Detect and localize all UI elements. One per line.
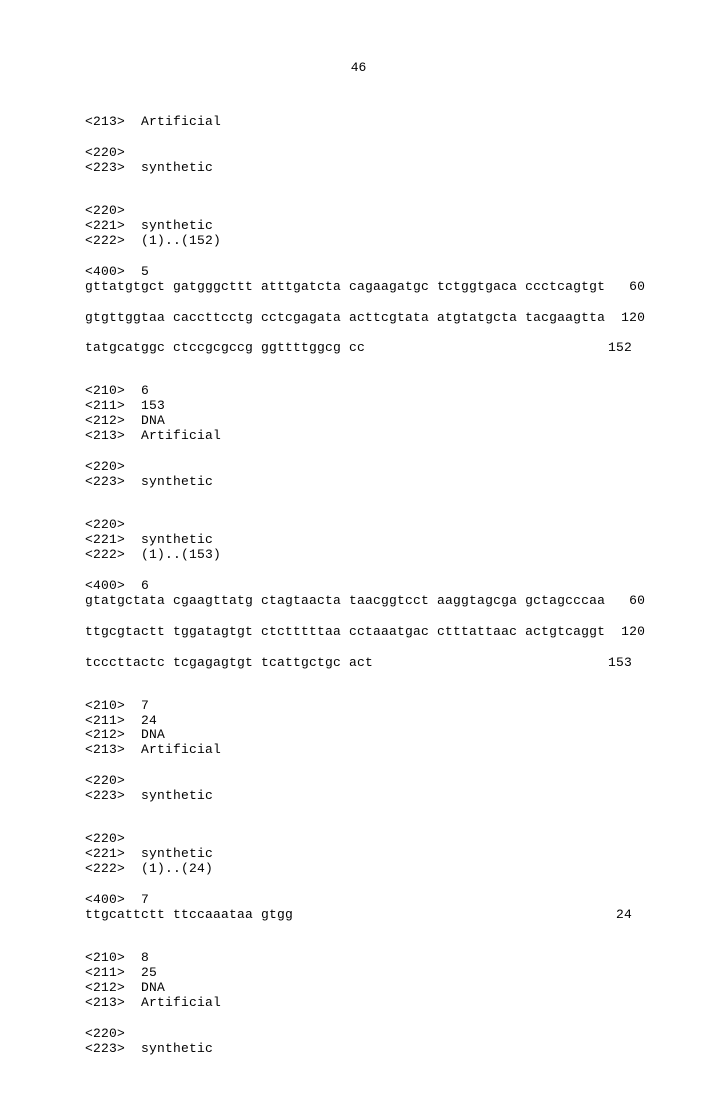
sequence-position: 60 <box>605 280 645 295</box>
text-line: <400> 7 <box>85 893 632 908</box>
sequence-position: 153 <box>592 656 632 671</box>
text-line: <220> <box>85 832 632 847</box>
text-line: <213> Artificial <box>85 429 632 444</box>
text-line: <210> 7 <box>85 699 632 714</box>
text-line: <221> synthetic <box>85 533 632 548</box>
spacer <box>85 609 632 625</box>
text-line: <210> 8 <box>85 951 632 966</box>
sequence-position: 152 <box>592 341 632 356</box>
text-line: <222> (1)..(24) <box>85 862 632 877</box>
text-line: <220> <box>85 204 632 219</box>
page-number: 46 <box>85 60 632 75</box>
spacer <box>85 640 632 656</box>
text-line: <210> 6 <box>85 384 632 399</box>
text-line: <212> DNA <box>85 414 632 429</box>
text-line: <213> Artificial <box>85 115 632 130</box>
sequence-text: gtatgctata cgaagttatg ctagtaacta taacggt… <box>85 594 605 609</box>
page-content: 46 <213> Artificial<220><223> synthetic<… <box>0 0 707 1097</box>
sequence-row: tatgcatggc ctccgcgccg ggttttggcg cc 152 <box>85 341 632 356</box>
sequence-position: 24 <box>592 908 632 923</box>
spacer <box>85 758 632 774</box>
text-line: <223> synthetic <box>85 789 632 804</box>
spacer <box>85 671 632 699</box>
spacer <box>85 295 632 311</box>
spacer <box>85 490 632 518</box>
text-line: <400> 5 <box>85 265 632 280</box>
sequence-row: gtatgctata cgaagttatg ctagtaacta taacggt… <box>85 594 632 609</box>
sequence-text: gtgttggtaa caccttcctg cctcgagata acttcgt… <box>85 311 605 326</box>
text-line: <220> <box>85 518 632 533</box>
text-line: <213> Artificial <box>85 996 632 1011</box>
spacer <box>85 130 632 146</box>
text-line: <221> synthetic <box>85 219 632 234</box>
sequence-text: tcccttactc tcgagagtgt tcattgctgc act <box>85 656 373 671</box>
spacer <box>85 1011 632 1027</box>
sequence-listing-body: <213> Artificial<220><223> synthetic<220… <box>85 115 632 1057</box>
text-line: <213> Artificial <box>85 743 632 758</box>
sequence-position: 120 <box>605 625 645 640</box>
text-line: <400> 6 <box>85 579 632 594</box>
text-line: <221> synthetic <box>85 847 632 862</box>
text-line: <211> 25 <box>85 966 632 981</box>
text-line: <223> synthetic <box>85 1042 632 1057</box>
text-line: <220> <box>85 1027 632 1042</box>
sequence-row: gttatgtgct gatgggcttt atttgatcta cagaaga… <box>85 280 632 295</box>
spacer <box>85 176 632 204</box>
spacer <box>85 444 632 460</box>
spacer <box>85 249 632 265</box>
sequence-text: ttgcgtactt tggatagtgt ctctttttaa cctaaat… <box>85 625 605 640</box>
spacer <box>85 563 632 579</box>
sequence-position: 120 <box>605 311 645 326</box>
spacer <box>85 356 632 384</box>
text-line: <220> <box>85 460 632 475</box>
text-line: <220> <box>85 774 632 789</box>
text-line: <212> DNA <box>85 981 632 996</box>
sequence-row: ttgcgtactt tggatagtgt ctctttttaa cctaaat… <box>85 625 632 640</box>
sequence-row: gtgttggtaa caccttcctg cctcgagata acttcgt… <box>85 311 632 326</box>
text-line: <212> DNA <box>85 728 632 743</box>
text-line: <211> 24 <box>85 714 632 729</box>
sequence-text: gttatgtgct gatgggcttt atttgatcta cagaaga… <box>85 280 605 295</box>
text-line: <222> (1)..(152) <box>85 234 632 249</box>
spacer <box>85 325 632 341</box>
sequence-text: ttgcattctt ttccaaataa gtgg <box>85 908 293 923</box>
sequence-row: ttgcattctt ttccaaataa gtgg 24 <box>85 908 632 923</box>
text-line: <211> 153 <box>85 399 632 414</box>
text-line: <220> <box>85 146 632 161</box>
sequence-text: tatgcatggc ctccgcgccg ggttttggcg cc <box>85 341 365 356</box>
text-line: <223> synthetic <box>85 475 632 490</box>
spacer <box>85 923 632 951</box>
spacer <box>85 877 632 893</box>
sequence-row: tcccttactc tcgagagtgt tcattgctgc act 153 <box>85 656 632 671</box>
sequence-position: 60 <box>605 594 645 609</box>
spacer <box>85 804 632 832</box>
text-line: <223> synthetic <box>85 161 632 176</box>
text-line: <222> (1)..(153) <box>85 548 632 563</box>
